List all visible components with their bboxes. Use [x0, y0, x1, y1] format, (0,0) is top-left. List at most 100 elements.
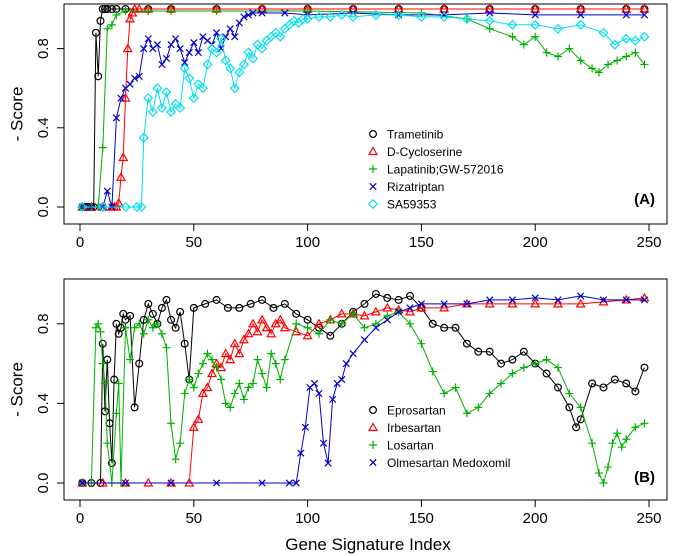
series-irbesartan	[77, 292, 650, 487]
data-point	[194, 369, 203, 378]
data-point	[175, 102, 186, 114]
data-point	[621, 33, 632, 44]
data-point	[229, 338, 240, 348]
data-point	[197, 388, 208, 398]
x-tick-label: 0	[76, 510, 84, 527]
data-point	[144, 315, 153, 324]
data-point	[640, 419, 649, 428]
data-point	[121, 315, 130, 324]
series-losartan	[78, 307, 649, 487]
data-point	[519, 40, 528, 49]
data-point	[319, 439, 328, 447]
panel-b: 0 50 100 150 200 250 0.0 0.4 0.8 - Score Eprosarta…	[7, 278, 668, 527]
panel-label: (A)	[634, 191, 655, 208]
data-point	[484, 298, 495, 308]
data-point	[229, 83, 240, 94]
data-point	[135, 359, 144, 368]
data-point	[126, 311, 135, 320]
series-d-cycloserine	[77, 3, 650, 211]
data-point	[484, 15, 495, 26]
data-point	[608, 439, 617, 448]
data-point	[266, 328, 277, 338]
data-point	[240, 13, 248, 21]
data-point	[631, 423, 640, 432]
series-sa59353	[77, 9, 650, 213]
data-point	[575, 3, 586, 13]
data-point	[417, 300, 426, 308]
data-point	[342, 359, 350, 368]
data-point	[416, 11, 427, 22]
data-point	[234, 67, 245, 78]
data-point	[206, 368, 218, 378]
data-point	[360, 336, 369, 344]
data-point	[508, 32, 517, 41]
data-point	[252, 326, 263, 336]
data-point	[404, 306, 416, 316]
data-point	[288, 15, 299, 26]
data-point	[337, 319, 346, 328]
data-point	[98, 4, 107, 14]
data-point	[189, 303, 198, 312]
legend-marker	[367, 422, 379, 432]
data-point	[440, 300, 448, 308]
data-point	[78, 479, 86, 487]
data-point	[103, 439, 112, 448]
data-point	[280, 355, 289, 364]
data-point	[613, 429, 622, 438]
data-point	[640, 60, 649, 69]
data-point	[139, 329, 148, 338]
data-point	[243, 328, 254, 338]
data-point	[152, 83, 163, 94]
data-point	[336, 9, 347, 20]
data-point	[94, 319, 103, 328]
data-point	[292, 479, 300, 487]
data-point	[622, 52, 631, 61]
data-point	[144, 6, 153, 15]
data-point	[639, 31, 650, 42]
data-point	[271, 359, 280, 368]
panel-label: (B)	[634, 469, 655, 486]
data-point	[314, 329, 323, 338]
data-point	[125, 13, 136, 23]
data-point	[138, 132, 149, 143]
x-tick-label: 150	[409, 510, 434, 527]
data-point	[552, 298, 563, 308]
data-point	[176, 439, 185, 448]
data-point	[406, 304, 414, 312]
data-point	[440, 323, 449, 332]
data-point	[462, 409, 471, 418]
data-point	[371, 289, 380, 298]
data-point	[143, 93, 154, 104]
data-point	[313, 11, 325, 22]
data-point	[474, 403, 483, 412]
data-point	[599, 383, 608, 392]
data-point	[486, 296, 494, 304]
data-point	[360, 323, 369, 332]
data-point	[103, 24, 112, 33]
data-point	[167, 315, 176, 324]
data-point	[588, 379, 597, 388]
data-point	[180, 339, 189, 348]
data-point	[428, 367, 437, 376]
data-point	[239, 395, 248, 404]
data-point	[542, 355, 551, 364]
data-point	[395, 308, 403, 316]
data-point	[112, 319, 121, 328]
data-point	[575, 298, 586, 308]
data-point	[194, 48, 202, 57]
data-point	[508, 355, 517, 364]
series-line	[82, 10, 645, 208]
data-point	[599, 479, 608, 487]
data-point	[531, 11, 539, 19]
data-point	[118, 152, 129, 162]
y-tick-label: 0.4	[35, 117, 52, 138]
data-point	[162, 343, 171, 352]
data-point	[598, 27, 609, 38]
data-point	[486, 9, 494, 17]
data-point	[107, 459, 116, 468]
data-point	[148, 309, 157, 318]
data-point	[258, 9, 266, 17]
data-point	[144, 299, 153, 308]
data-point	[302, 13, 313, 24]
data-point	[157, 329, 166, 338]
